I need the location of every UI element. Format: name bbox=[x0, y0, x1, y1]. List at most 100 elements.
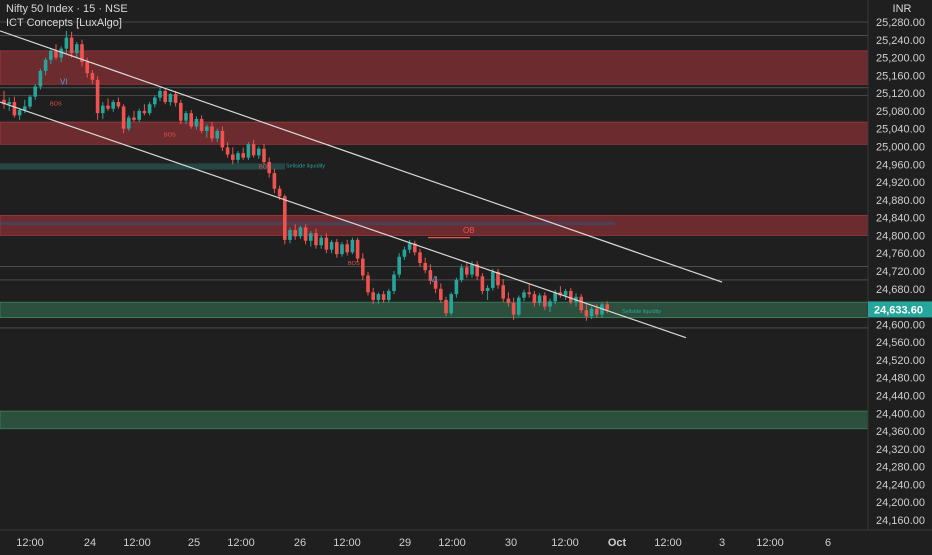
candle-body[interactable] bbox=[376, 294, 381, 300]
candle-body[interactable] bbox=[179, 102, 183, 121]
candle-body[interactable] bbox=[33, 86, 37, 97]
indicator-label[interactable]: ICT Concepts [LuxAlgo] bbox=[6, 17, 122, 29]
candle-body[interactable] bbox=[184, 113, 188, 121]
candle-body[interactable] bbox=[199, 118, 204, 131]
current-price-badge[interactable] bbox=[868, 301, 932, 318]
candle-body[interactable] bbox=[38, 70, 43, 87]
candle-body[interactable] bbox=[355, 239, 360, 259]
candle-body[interactable] bbox=[532, 294, 537, 304]
candle-body[interactable] bbox=[132, 117, 136, 120]
candle-body[interactable] bbox=[501, 285, 505, 299]
candle-body[interactable] bbox=[433, 280, 438, 289]
candle-body[interactable] bbox=[350, 239, 355, 253]
candle-body[interactable] bbox=[387, 291, 391, 300]
candle-body[interactable] bbox=[454, 279, 459, 295]
candle-body[interactable] bbox=[319, 237, 323, 246]
candle-body[interactable] bbox=[361, 258, 365, 276]
candle-body[interactable] bbox=[485, 287, 490, 292]
candle-body[interactable] bbox=[121, 106, 126, 129]
candle-body[interactable] bbox=[220, 130, 225, 148]
candle-body[interactable] bbox=[329, 242, 334, 250]
candle-body[interactable] bbox=[371, 292, 375, 300]
candle-body[interactable] bbox=[205, 126, 209, 131]
candle-body[interactable] bbox=[111, 102, 115, 109]
candle-body[interactable] bbox=[444, 299, 448, 314]
candle-body[interactable] bbox=[553, 292, 557, 302]
candle-body[interactable] bbox=[381, 294, 386, 300]
candle-body[interactable] bbox=[272, 173, 277, 189]
candle-body[interactable] bbox=[95, 79, 100, 114]
candle-body[interactable] bbox=[298, 227, 303, 237]
candle-body[interactable] bbox=[7, 102, 11, 105]
candle-body[interactable] bbox=[69, 37, 74, 54]
candle-body[interactable] bbox=[75, 44, 79, 54]
candle-body[interactable] bbox=[12, 102, 17, 116]
candle-body[interactable] bbox=[189, 113, 193, 127]
candle-body[interactable] bbox=[335, 242, 339, 255]
candle-body[interactable] bbox=[423, 262, 427, 271]
candle-body[interactable] bbox=[85, 62, 89, 74]
candle-body[interactable] bbox=[257, 148, 261, 156]
candle-body[interactable] bbox=[511, 303, 516, 315]
candle-body[interactable] bbox=[496, 271, 500, 286]
candle-body[interactable] bbox=[428, 270, 433, 281]
candle-body[interactable] bbox=[470, 264, 474, 275]
candle-body[interactable] bbox=[480, 276, 485, 292]
candle-body[interactable] bbox=[595, 308, 599, 315]
supply-zone[interactable] bbox=[0, 215, 869, 236]
candle-body[interactable] bbox=[605, 304, 609, 310]
demand-zone[interactable] bbox=[0, 301, 869, 318]
candle-body[interactable] bbox=[267, 162, 271, 174]
candle-body[interactable] bbox=[153, 97, 157, 105]
candle-body[interactable] bbox=[231, 154, 235, 160]
candle-body[interactable] bbox=[324, 237, 329, 250]
candle-body[interactable] bbox=[241, 153, 245, 158]
candle-body[interactable] bbox=[116, 102, 121, 107]
candle-body[interactable] bbox=[589, 308, 594, 317]
candle-body[interactable] bbox=[517, 297, 521, 315]
candle-body[interactable] bbox=[2, 99, 6, 105]
candle-body[interactable] bbox=[43, 59, 48, 71]
candle-body[interactable] bbox=[558, 292, 563, 296]
candle-body[interactable] bbox=[80, 44, 84, 63]
candle-body[interactable] bbox=[106, 105, 110, 109]
candle-body[interactable] bbox=[101, 105, 105, 114]
candle-body[interactable] bbox=[491, 271, 495, 288]
demand-zone[interactable] bbox=[0, 410, 869, 430]
candle-body[interactable] bbox=[142, 110, 147, 114]
candle-body[interactable] bbox=[563, 291, 568, 296]
candle-body[interactable] bbox=[309, 233, 313, 241]
candle-body[interactable] bbox=[402, 249, 407, 257]
candle-body[interactable] bbox=[23, 106, 27, 111]
currency-label[interactable]: INR bbox=[892, 3, 912, 15]
candle-body[interactable] bbox=[90, 73, 95, 80]
candle-body[interactable] bbox=[194, 118, 199, 127]
candle-body[interactable] bbox=[236, 153, 240, 160]
candle-body[interactable] bbox=[439, 288, 443, 300]
candle-body[interactable] bbox=[366, 275, 370, 293]
candle-body[interactable] bbox=[569, 291, 573, 303]
candle-body[interactable] bbox=[449, 294, 453, 314]
candle-body[interactable] bbox=[64, 37, 69, 49]
symbol-title[interactable]: Nifty 50 Index · 15 · NSE bbox=[6, 3, 128, 15]
candle-body[interactable] bbox=[527, 292, 531, 295]
candle-body[interactable] bbox=[303, 227, 308, 241]
candle-body[interactable] bbox=[54, 50, 58, 58]
candle-body[interactable] bbox=[579, 296, 583, 311]
candle-body[interactable] bbox=[293, 230, 297, 237]
candle-body[interactable] bbox=[340, 244, 344, 255]
candle-body[interactable] bbox=[147, 104, 152, 114]
candle-body[interactable] bbox=[543, 295, 547, 307]
candle-body[interactable] bbox=[277, 188, 282, 197]
candle-body[interactable] bbox=[59, 48, 63, 58]
candle-body[interactable] bbox=[475, 264, 479, 277]
liquidity-zone[interactable] bbox=[0, 222, 615, 226]
candle-body[interactable] bbox=[283, 196, 287, 240]
candle-body[interactable] bbox=[225, 147, 230, 155]
candle-body[interactable] bbox=[251, 144, 256, 156]
candle-body[interactable] bbox=[49, 50, 53, 60]
candle-body[interactable] bbox=[407, 243, 412, 250]
candle-body[interactable] bbox=[345, 244, 349, 253]
